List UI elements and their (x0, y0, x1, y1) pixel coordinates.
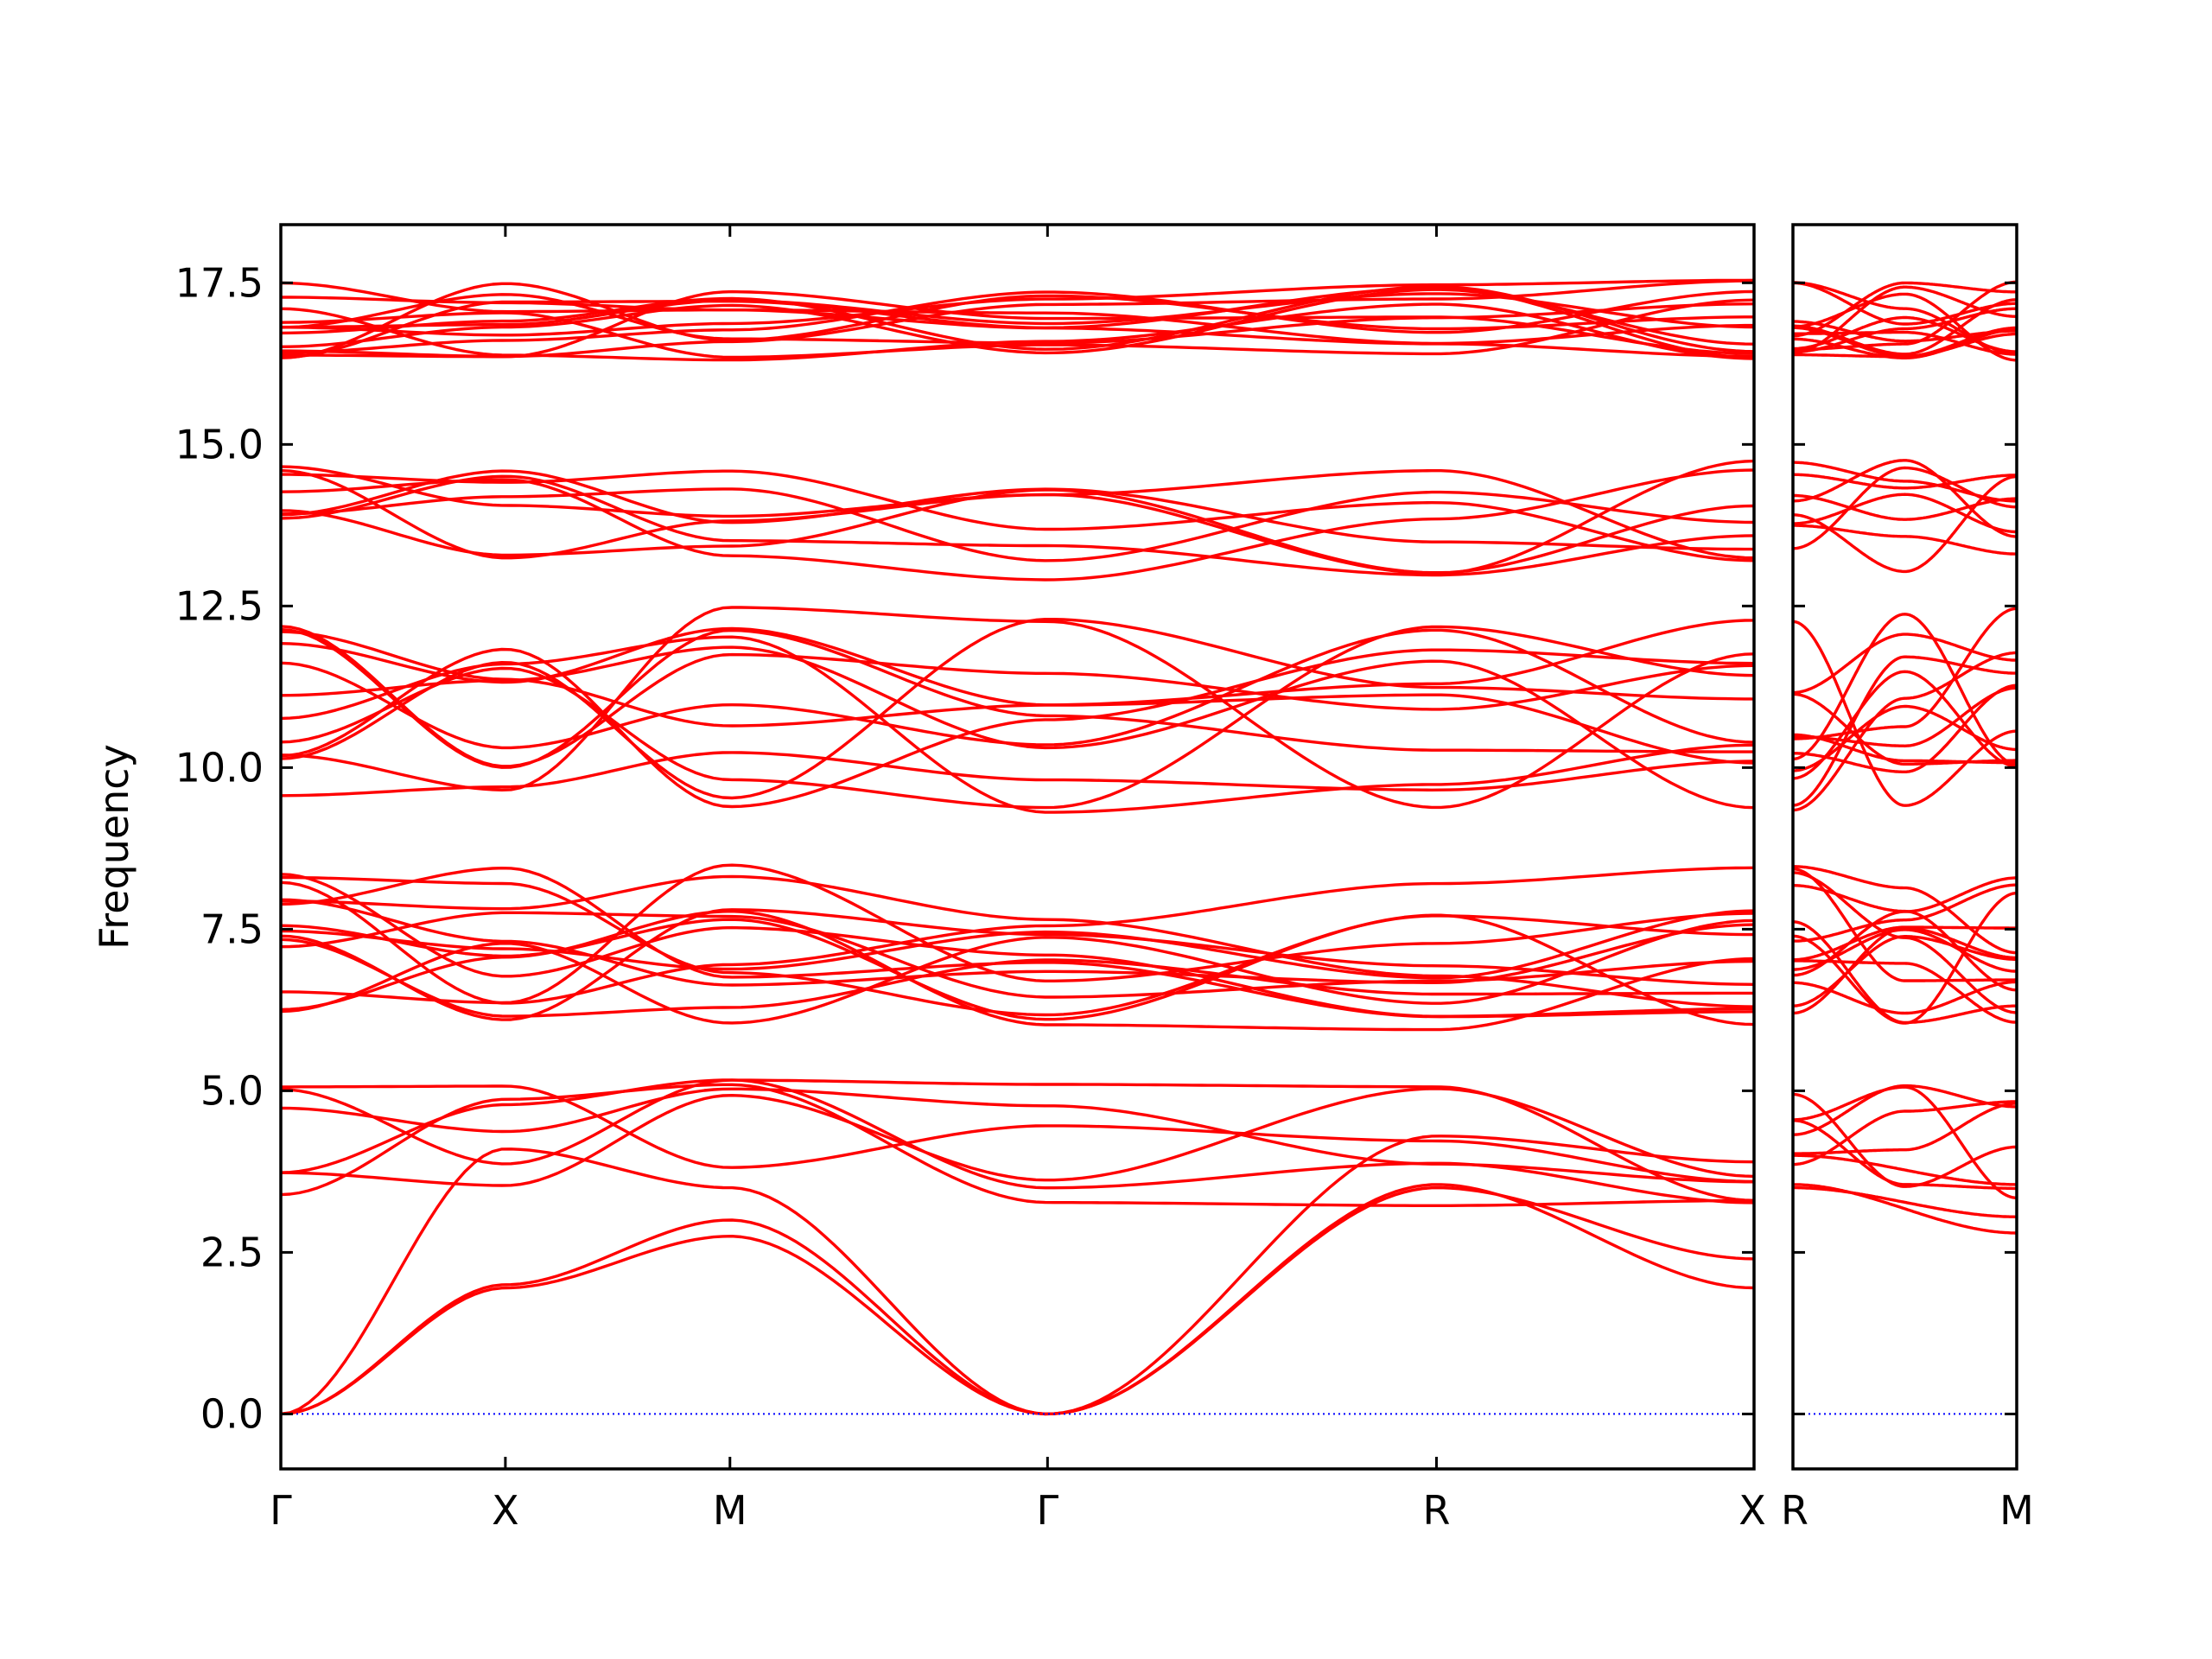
optical-band-line (281, 1087, 1754, 1187)
optical-band-line (281, 459, 1754, 575)
y-tick-label: 10.0 (175, 744, 264, 791)
optical-band-line (281, 285, 1754, 353)
optical-band-line (281, 282, 1754, 359)
optical-band-line (1793, 280, 2017, 352)
optical-band-line (281, 1083, 1754, 1207)
optical-band-line (281, 474, 1754, 577)
optical-band-line (1793, 613, 2017, 766)
optical-band-line (281, 1078, 1754, 1202)
acoustic-band-line (1793, 1185, 2017, 1218)
optical-band-line (281, 293, 1754, 345)
optical-band-line (281, 875, 1754, 1017)
optical-band-line (281, 918, 1754, 1025)
optical-band-line (1793, 1100, 2017, 1166)
optical-band-line (1793, 1102, 2017, 1155)
acoustic-band-line (1793, 1154, 2017, 1186)
optical-band-line (1793, 524, 2017, 556)
optical-band-line (281, 911, 1754, 999)
panel-right-frame (1791, 223, 2018, 1471)
acoustic-band-line (281, 1185, 1754, 1416)
optical-band-line (281, 863, 1754, 1005)
acoustic-band-line (281, 1135, 1754, 1416)
optical-band-line (1793, 459, 2017, 538)
optical-band-line (281, 618, 1754, 800)
y-tick-label: 7.5 (200, 906, 264, 952)
optical-band-line (281, 606, 1754, 810)
optical-band-line (281, 487, 1754, 563)
optical-band-line (1793, 292, 2017, 362)
optical-band-line (1793, 620, 2017, 807)
optical-band-line (281, 874, 1754, 1008)
optical-band-line (281, 908, 1754, 1021)
y-tick-label: 2.5 (200, 1229, 264, 1275)
optical-band-line (1793, 704, 2017, 772)
y-tick-label: 12.5 (175, 582, 264, 629)
optical-band-line (1793, 493, 2017, 534)
y-tick-label: 17.5 (175, 259, 264, 306)
optical-band-line (1793, 281, 2017, 338)
optical-band-line (281, 635, 1754, 814)
optical-band-line (1793, 461, 2017, 503)
x-tick-label: Γ (1037, 1487, 1059, 1534)
acoustic-band-line (1793, 1183, 2017, 1235)
x-tick-label: M (1999, 1487, 2034, 1534)
optical-band-line (1793, 1092, 2017, 1188)
optical-band-line (281, 1087, 1754, 1184)
optical-band-line (1793, 1084, 2017, 1136)
optical-band-line (281, 898, 1754, 987)
optical-band-line (1793, 632, 2017, 695)
optical-band-line (281, 468, 1754, 582)
optical-band-line (1793, 959, 2017, 1024)
optical-band-line (281, 867, 1754, 1019)
x-tick-label: X (492, 1487, 519, 1534)
optical-band-line (281, 913, 1754, 1027)
optical-band-line (1793, 607, 2017, 741)
optical-band-line (281, 866, 1754, 1005)
optical-band-line (1793, 683, 2017, 773)
optical-band-line (1793, 1119, 2017, 1191)
optical-band-line (281, 278, 1754, 337)
optical-band-line (1793, 868, 2017, 982)
optical-band-line (1793, 281, 2017, 326)
y-tick-label: 15.0 (175, 421, 264, 467)
y-tick-label: 5.0 (200, 1067, 264, 1114)
x-tick-label: R (1781, 1487, 1808, 1534)
optical-band-line (1793, 884, 2017, 992)
panel-right-bands (1793, 280, 2017, 1235)
optical-band-line (1793, 473, 2017, 490)
optical-band-line (1793, 655, 2017, 807)
optical-band-line (1793, 926, 2017, 1015)
optical-band-line (281, 298, 1754, 359)
x-tick-label: R (1422, 1487, 1450, 1534)
optical-band-line (1793, 865, 2017, 955)
optical-band-line (1793, 307, 2017, 354)
optical-band-line (1793, 686, 2017, 747)
optical-band-line (281, 1078, 1754, 1205)
optical-band-line (1793, 493, 2017, 521)
optical-band-line (1793, 733, 2017, 765)
optical-band-line (1793, 670, 2017, 780)
optical-band-line (1793, 883, 2017, 943)
optical-band-line (281, 488, 1754, 575)
optical-band-line (281, 1084, 1754, 1184)
optical-band-line (1793, 651, 2017, 812)
y-axis-label: Frequency (91, 744, 137, 950)
x-tick-label: X (1738, 1487, 1766, 1534)
y-tick-label: 0.0 (200, 1390, 264, 1437)
optical-band-line (1793, 980, 2017, 1015)
x-tick-label: Γ (270, 1487, 292, 1534)
y-axis: 0.0 2.5 5.0 7.5 10.0 12.5 15.0 17.5 (175, 259, 2017, 1437)
acoustic-band-line (281, 1183, 1754, 1416)
optical-band-line (1793, 935, 2017, 1007)
optical-band-line (281, 647, 1754, 809)
optical-band-line (1793, 320, 2017, 343)
optical-band-line (281, 645, 1754, 810)
panel-left-frame (279, 223, 1756, 1471)
optical-band-line (281, 286, 1754, 359)
x-tick-label: M (713, 1487, 747, 1534)
panel-left-bands (281, 278, 1754, 1416)
